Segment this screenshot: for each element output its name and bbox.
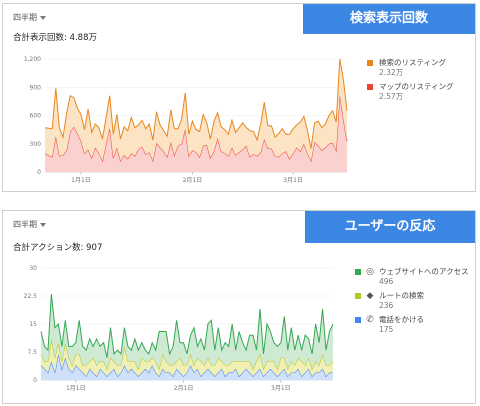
y-tick-label: 22.5 — [24, 293, 38, 300]
globe-icon: ◎ — [366, 267, 374, 277]
legend-item-calls[interactable]: ✆ 電話をかける 175 — [355, 315, 475, 335]
x-tick-label: 1月1日 — [66, 385, 86, 392]
legend-swatch — [355, 317, 361, 323]
chevron-down-icon — [40, 15, 46, 20]
impressions-chart: 0 300 600 900 1,200 1月1日 2月1日 3月1日 — [24, 56, 348, 184]
total-impressions: 合計表示回数: 4.88万 — [13, 33, 97, 43]
series-area — [41, 338, 333, 377]
series-area — [41, 353, 333, 380]
legend-value: 496 — [379, 277, 394, 286]
y-tick-label: 0 — [33, 377, 37, 384]
panel-banner: 検索表示回数 — [303, 4, 475, 34]
legend-value: 236 — [379, 301, 394, 310]
user-actions-panel: 四半期 ユーザーの反応 合計アクション数: 907 0 7.5 15 22.5 30 1月… — [2, 210, 476, 404]
y-tick-label: 7.5 — [27, 349, 37, 356]
series-area — [45, 59, 347, 161]
search-impressions-panel: 四半期 検索表示回数 合計表示回数: 4.88万 0 300 600 900 1,200… — [2, 3, 476, 192]
y-tick-label: 30 — [29, 265, 37, 272]
y-tick-label: 0 — [37, 169, 41, 176]
chevron-down-icon — [40, 222, 46, 227]
chart-legend: ◎ ウェブサイトへのアクセス 496 ◆ ルートの検索 236 ✆ 電話をかける… — [355, 267, 475, 339]
legend-item-search[interactable]: 検索のリスティング 2.32万 — [367, 58, 475, 78]
legend-item-maps[interactable]: マップのリスティング 2.57万 — [367, 82, 475, 102]
directions-icon: ◆ — [366, 291, 374, 301]
legend-item-directions[interactable]: ◆ ルートの検索 236 — [355, 291, 475, 311]
chart-legend: 検索のリスティング 2.32万 マップのリスティング 2.57万 — [367, 58, 475, 106]
period-label: 四半期 — [13, 13, 37, 22]
x-tick-label: 3月1日 — [283, 177, 303, 184]
period-dropdown[interactable]: 四半期 — [13, 12, 46, 23]
series-line — [40, 294, 334, 358]
legend-label: ルートの検索 — [379, 291, 424, 300]
series-area — [41, 294, 333, 369]
legend-value: 2.32万 — [379, 68, 404, 77]
legend-swatch — [355, 269, 361, 275]
legend-label: 電話をかける — [379, 315, 424, 324]
y-tick-label: 300 — [30, 141, 42, 148]
legend-item-website[interactable]: ◎ ウェブサイトへのアクセス 496 — [355, 267, 475, 287]
period-dropdown[interactable]: 四半期 — [13, 219, 46, 230]
legend-label: ウェブサイトへのアクセス — [379, 267, 469, 276]
x-tick-label: 2月1日 — [174, 385, 194, 392]
legend-swatch — [367, 60, 373, 66]
period-label: 四半期 — [13, 220, 37, 229]
total-actions: 合計アクション数: 907 — [13, 243, 103, 253]
series-area — [45, 94, 347, 172]
series-line — [44, 58, 348, 149]
phone-icon: ✆ — [366, 315, 374, 325]
legend-swatch — [367, 84, 373, 90]
y-tick-label: 15 — [29, 321, 37, 328]
y-tick-label: 600 — [30, 113, 42, 120]
legend-label: 検索のリスティング — [379, 58, 447, 67]
x-tick-label: 2月1日 — [183, 177, 203, 184]
x-tick-label: 1月1日 — [71, 177, 91, 184]
x-tick-label: 3月1日 — [271, 385, 291, 392]
legend-value: 175 — [379, 325, 394, 334]
panel-banner: ユーザーの反応 — [305, 211, 475, 243]
actions-chart: 0 7.5 15 22.5 30 1月1日 2月1日 3月1日 — [24, 265, 334, 392]
legend-swatch — [355, 293, 361, 299]
y-tick-label: 900 — [30, 84, 42, 91]
legend-value: 2.57万 — [379, 92, 404, 101]
legend-label: マップのリスティング — [379, 82, 454, 91]
y-tick-label: 1,200 — [24, 56, 41, 63]
